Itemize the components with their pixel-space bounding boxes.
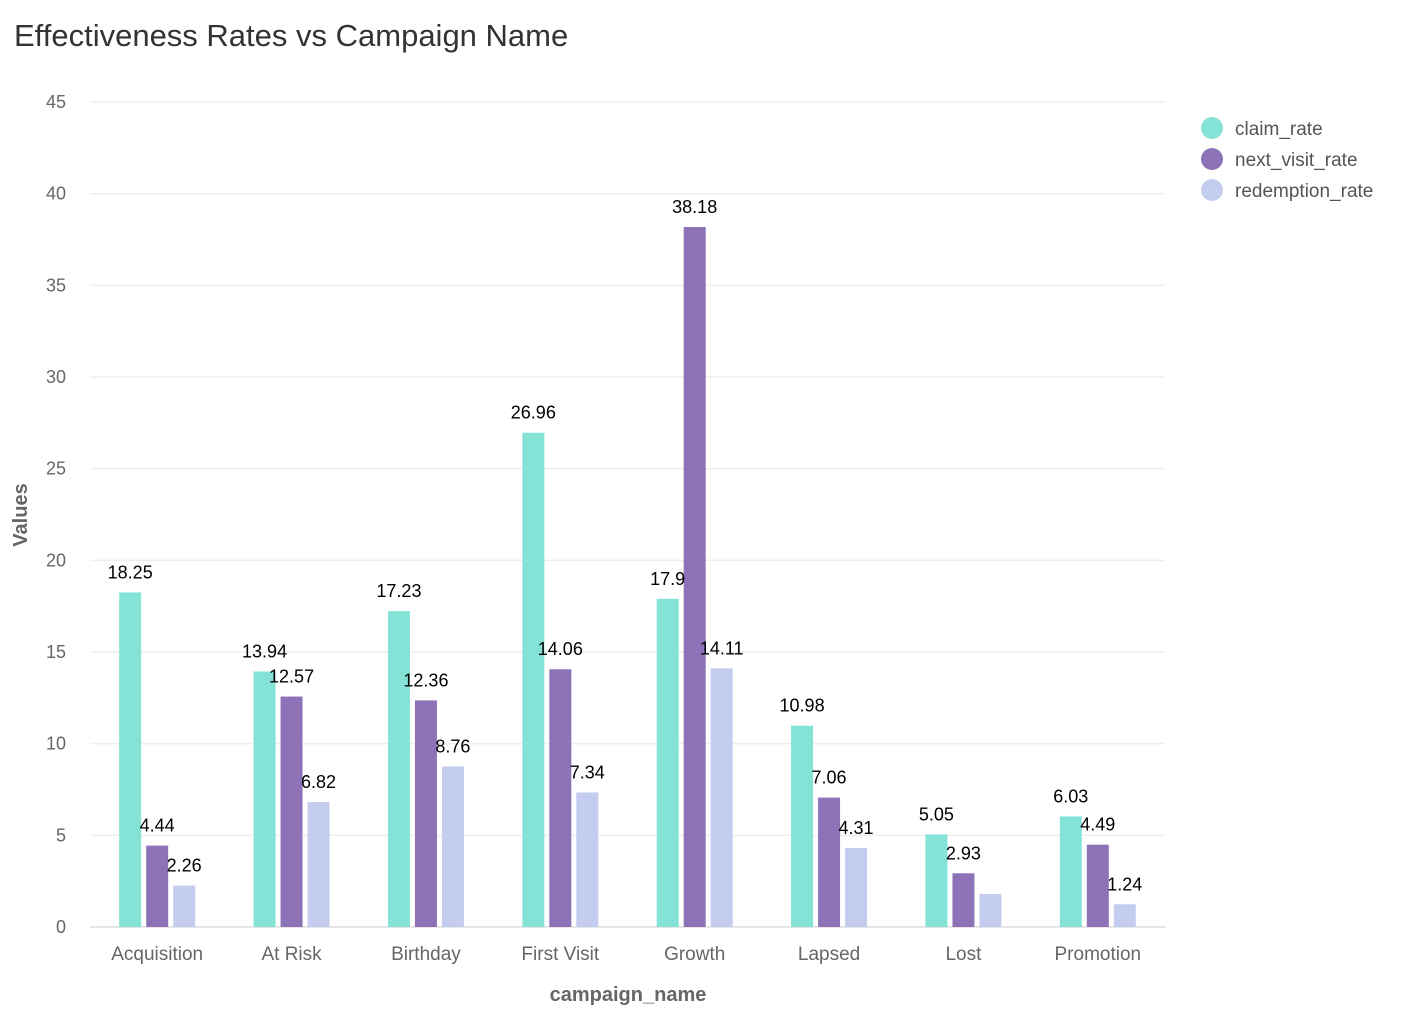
data-label: 14.06 — [538, 639, 583, 659]
bar-next_visit_rate-acquisition — [146, 845, 169, 927]
y-tick-label: 35 — [46, 275, 66, 295]
bar-redemption_rate-growth — [710, 668, 733, 927]
legend-swatch-next_visit_rate — [1201, 148, 1223, 170]
bar-redemption_rate-first-visit — [576, 792, 599, 927]
data-label: 8.76 — [435, 736, 470, 756]
x-tick-label: First Visit — [521, 944, 599, 965]
data-label: 7.06 — [812, 768, 847, 788]
bar-claim_rate-growth — [656, 598, 679, 927]
y-tick-label: 40 — [46, 184, 66, 204]
bars — [119, 227, 1136, 928]
y-axis-ticks: 0 5 10 15 20 25 30 35 40 45 — [46, 92, 66, 937]
x-tick-label: Lapsed — [798, 944, 860, 965]
x-tick-label: Acquisition — [111, 944, 203, 965]
data-label: 12.57 — [269, 667, 314, 687]
data-label: 6.03 — [1053, 786, 1088, 806]
legend-swatch-redemption_rate — [1201, 179, 1223, 201]
legend-label-redemption_rate: redemption_rate — [1235, 181, 1373, 202]
data-labels: 18.25 4.44 2.26 13.94 12.57 6.82 17.23 12.36 8.7… — [108, 197, 1143, 894]
chart-title: Effectiveness Rates vs Campaign Name — [14, 18, 569, 53]
data-label: 14.11 — [700, 638, 744, 658]
y-tick-label: 20 — [46, 550, 66, 570]
x-axis-ticks: Acquisition At Risk Birthday First Visit Gro… — [111, 944, 1141, 965]
data-label: 6.82 — [301, 772, 336, 792]
bar-claim_rate-promotion — [1059, 816, 1082, 927]
x-tick-label: At Risk — [261, 944, 322, 965]
bar-next_visit_rate-birthday — [414, 700, 437, 927]
y-tick-label: 10 — [46, 734, 66, 754]
data-label: 13.94 — [242, 641, 287, 661]
bar-claim_rate-acquisition — [119, 592, 142, 927]
data-label: 38.18 — [672, 197, 717, 217]
bar-next_visit_rate-first-visit — [549, 669, 572, 927]
bar-redemption_rate-acquisition — [173, 885, 196, 927]
y-tick-label: 0 — [56, 917, 66, 937]
data-label: 4.49 — [1080, 815, 1115, 835]
data-label: 1.24 — [1107, 874, 1142, 894]
data-label: 2.26 — [167, 856, 202, 876]
data-label: 4.31 — [839, 818, 874, 838]
x-axis-title: campaign_name — [550, 984, 707, 1006]
data-label: 26.96 — [511, 403, 556, 423]
legend: claim_rate next_visit_rate redemption_rate — [1201, 117, 1373, 202]
bar-claim_rate-lapsed — [791, 725, 814, 927]
bar-next_visit_rate-growth — [683, 227, 706, 928]
data-label: 5.05 — [919, 804, 954, 824]
bar-redemption_rate-lapsed — [845, 847, 868, 927]
bar-redemption_rate-lost — [979, 894, 1002, 927]
y-tick-label: 30 — [46, 367, 66, 387]
data-label: 2.93 — [946, 843, 981, 863]
bar-redemption_rate-birthday — [441, 766, 464, 927]
legend-label-next_visit_rate: next_visit_rate — [1235, 150, 1358, 171]
bar-redemption_rate-at-risk — [307, 801, 330, 927]
bar-claim_rate-first-visit — [522, 432, 545, 927]
bar-next_visit_rate-at-risk — [280, 696, 303, 927]
bar-claim_rate-at-risk — [253, 671, 276, 927]
bar-claim_rate-birthday — [387, 611, 410, 927]
data-label: 10.98 — [780, 696, 825, 716]
x-tick-label: Lost — [945, 944, 982, 965]
data-label: 17.9 — [650, 569, 685, 589]
legend-swatch-claim_rate — [1201, 117, 1223, 139]
bar-next_visit_rate-lapsed — [818, 797, 841, 927]
data-label: 18.25 — [108, 562, 153, 582]
bar-redemption_rate-promotion — [1113, 904, 1136, 927]
x-tick-label: Promotion — [1055, 944, 1142, 965]
legend-label-claim_rate: claim_rate — [1235, 119, 1323, 140]
y-tick-label: 25 — [46, 459, 66, 479]
x-tick-label: Birthday — [391, 944, 461, 965]
bar-next_visit_rate-lost — [952, 873, 975, 927]
bar-next_visit_rate-promotion — [1086, 844, 1109, 927]
y-tick-label: 5 — [56, 825, 66, 845]
y-axis-title: Values — [10, 483, 32, 546]
data-label: 4.44 — [140, 816, 175, 836]
data-label: 7.34 — [570, 762, 605, 782]
gridlines — [90, 101, 1165, 928]
bar-claim_rate-lost — [925, 834, 948, 927]
y-tick-label: 45 — [46, 92, 66, 112]
data-label: 12.36 — [403, 670, 448, 690]
x-tick-label: Growth — [664, 944, 725, 965]
data-label: 17.23 — [376, 581, 421, 601]
y-tick-label: 15 — [46, 642, 66, 662]
